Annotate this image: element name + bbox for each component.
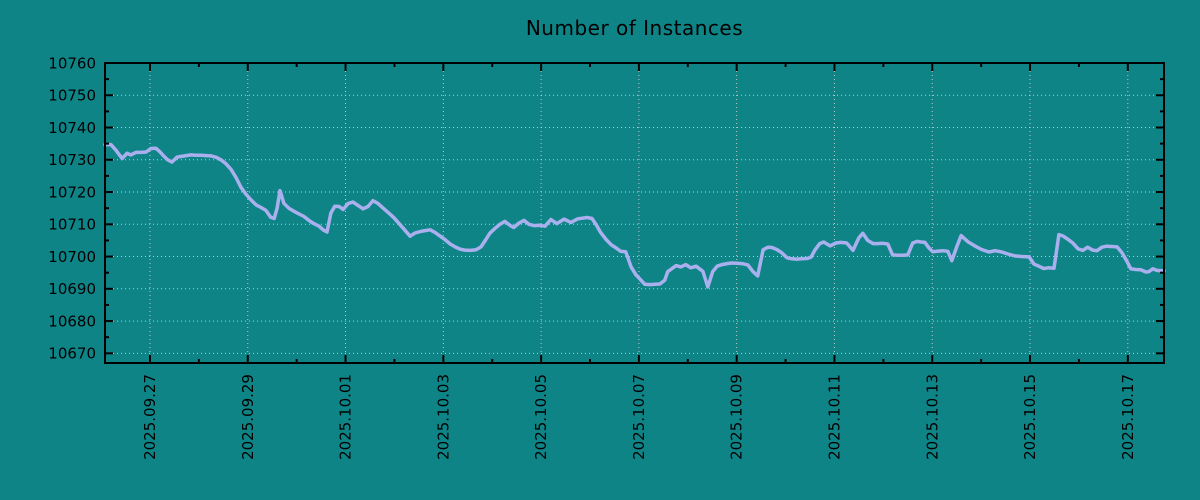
y-tick-label: 10750 xyxy=(48,87,96,105)
x-tick-label: 2025.10.01 xyxy=(337,374,355,460)
y-tick-label: 10710 xyxy=(48,216,96,234)
x-tick-label: 2025.10.07 xyxy=(630,374,648,460)
y-tick-label: 10680 xyxy=(48,312,96,330)
x-tick-label: 2025.10.09 xyxy=(728,374,746,460)
y-tick-label: 10730 xyxy=(48,151,96,169)
x-tick-label: 2025.10.03 xyxy=(434,374,452,460)
x-tick-label: 2025.09.29 xyxy=(239,374,257,460)
y-tick-label: 10760 xyxy=(48,54,96,72)
series-line xyxy=(103,142,1166,289)
y-tick-label: 10690 xyxy=(48,280,96,298)
x-tick-label: 2025.10.11 xyxy=(825,374,843,460)
plot-border xyxy=(104,62,1165,364)
x-tick-label: 2025.09.27 xyxy=(141,374,159,460)
x-tick-label: 2025.10.15 xyxy=(1021,374,1039,460)
y-tick-label: 10720 xyxy=(48,183,96,201)
y-tick-label: 10700 xyxy=(48,248,96,266)
chart-title: Number of Instances xyxy=(525,16,744,40)
y-tick-label: 10740 xyxy=(48,119,96,137)
x-tick-label: 2025.10.13 xyxy=(923,374,941,460)
y-tick-label: 10670 xyxy=(48,345,96,363)
x-tick-label: 2025.10.17 xyxy=(1119,374,1137,460)
x-tick-label: 2025.10.05 xyxy=(532,374,550,460)
